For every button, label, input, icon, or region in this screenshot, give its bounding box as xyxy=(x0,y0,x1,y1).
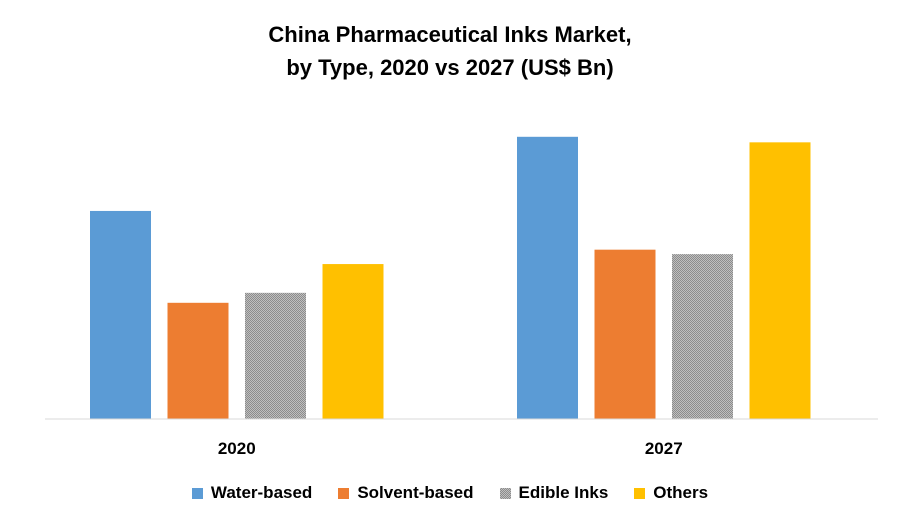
bar-solvent-based-2020 xyxy=(167,302,229,419)
bar-edible-inks-2027 xyxy=(672,254,733,419)
chart-title: China Pharmaceutical Inks Market, by Typ… xyxy=(0,18,900,84)
legend-swatch-solvent-based xyxy=(338,487,350,499)
legend-label-others: Others xyxy=(653,483,709,502)
legend-item-water-based: Water-based xyxy=(191,483,313,503)
x-tick-label-2027: 2027 xyxy=(645,439,683,458)
legend-swatch-water-based xyxy=(191,487,203,499)
x-tick-labels: 2020 2027 xyxy=(218,439,683,458)
bar-others-2020 xyxy=(322,264,384,419)
bar-solvent-based-2027 xyxy=(594,249,656,419)
bar-edible-inks-2020 xyxy=(245,292,306,419)
legend-item-edible-inks: Edible Inks xyxy=(499,483,609,503)
bar-water-based-2020 xyxy=(90,210,151,419)
legend-item-solvent-based: Solvent-based xyxy=(338,483,474,503)
legend-item-others: Others xyxy=(634,483,708,503)
chart-title-line-2: by Type, 2020 vs 2027 (US$ Bn) xyxy=(286,55,614,80)
legend-swatch-others xyxy=(634,487,646,499)
legend-label-solvent-based: Solvent-based xyxy=(357,483,474,502)
legend-label-edible-inks: Edible Inks xyxy=(518,483,609,502)
bar-water-based-2027 xyxy=(517,136,578,420)
legend: Water-based Solvent-based Edible Inks Other… xyxy=(0,480,900,506)
chart-title-line-1: China Pharmaceutical Inks Market, xyxy=(268,22,632,47)
legend-swatch-edible-inks xyxy=(499,487,511,499)
x-tick-label-2020: 2020 xyxy=(218,439,256,458)
legend-label-water-based: Water-based xyxy=(210,483,313,502)
bar-others-2027 xyxy=(749,142,811,420)
bars-group xyxy=(90,136,811,420)
